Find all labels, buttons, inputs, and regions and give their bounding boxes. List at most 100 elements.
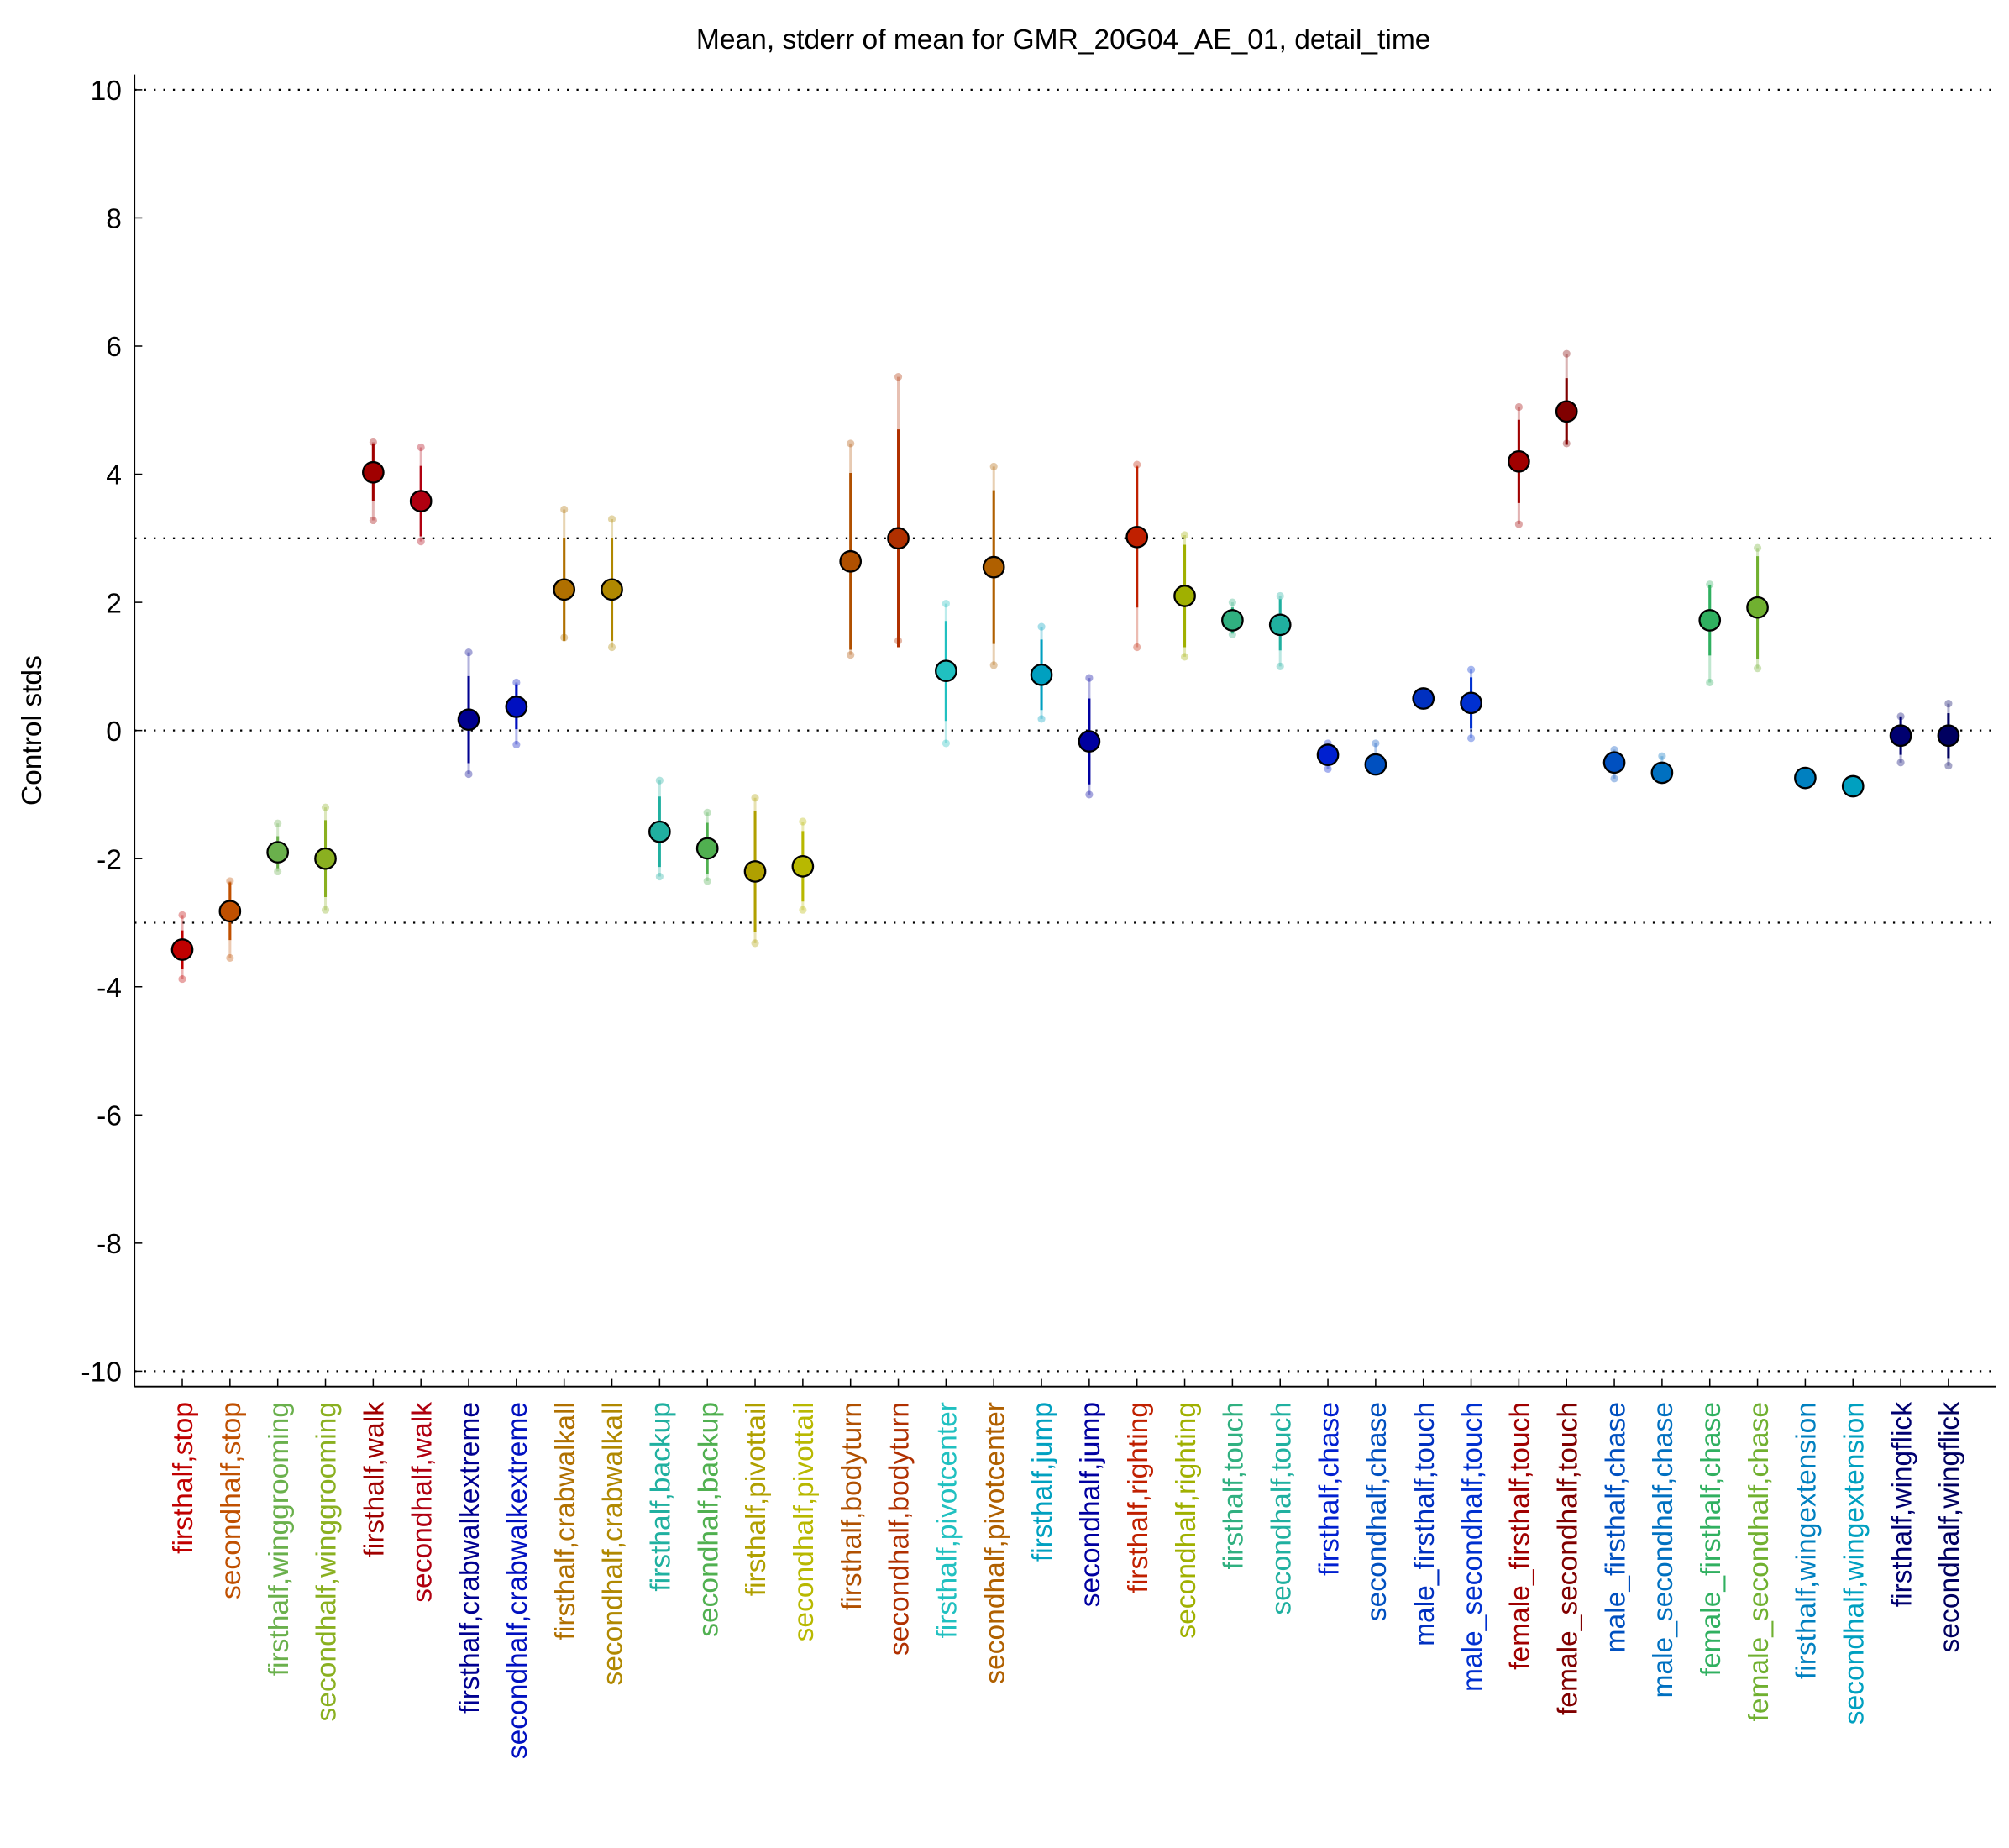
range-high bbox=[894, 373, 903, 381]
range-low bbox=[942, 739, 950, 748]
x-tick-label: secondhalf,wingextension bbox=[1839, 1402, 1870, 1725]
range-high bbox=[274, 819, 282, 827]
x-tick-label: secondhalf,bodyturn bbox=[884, 1402, 915, 1656]
range-low bbox=[1133, 643, 1141, 652]
mean-marker bbox=[935, 659, 957, 683]
range-low bbox=[751, 939, 759, 948]
mean-marker bbox=[314, 847, 337, 870]
mean-marker bbox=[1412, 687, 1435, 710]
x-tick-label: secondhalf,stop bbox=[216, 1402, 247, 1599]
mean-marker bbox=[218, 900, 242, 923]
mean-marker bbox=[601, 578, 623, 601]
x-tick-label: firsthalf,pivottail bbox=[741, 1402, 772, 1596]
x-tick-label: secondhalf,touch bbox=[1266, 1402, 1297, 1615]
x-tick-label: firsthalf,touch bbox=[1219, 1402, 1250, 1570]
mean-marker bbox=[839, 549, 863, 573]
mean-marker bbox=[1937, 724, 1960, 748]
range-low bbox=[1610, 774, 1618, 783]
mean-marker bbox=[457, 708, 480, 732]
y-tick-label: 4 bbox=[106, 460, 122, 491]
mean-marker bbox=[1268, 613, 1292, 637]
range-high bbox=[751, 794, 759, 802]
range-high bbox=[512, 678, 521, 687]
range-low bbox=[512, 740, 521, 749]
x-tick-label: female_firsthalf,chase bbox=[1696, 1402, 1727, 1676]
range-low bbox=[847, 651, 855, 659]
range-high bbox=[942, 600, 950, 608]
range-low bbox=[1037, 715, 1046, 723]
x-tick-label: secondhalf,righting bbox=[1171, 1402, 1202, 1639]
x-tick-label: male_firsthalf,touch bbox=[1409, 1402, 1440, 1646]
mean-marker bbox=[1125, 525, 1149, 549]
range-low bbox=[1324, 764, 1332, 773]
x-tick-label: secondhalf,jump bbox=[1075, 1402, 1106, 1607]
range-high bbox=[1944, 700, 1953, 708]
x-tick-label: secondhalf,winggrooming bbox=[312, 1402, 343, 1721]
x-tick-label: firsthalf,walk bbox=[359, 1402, 391, 1557]
y-tick-label: -2 bbox=[97, 844, 122, 875]
mean-marker bbox=[648, 820, 671, 843]
range-high bbox=[607, 515, 616, 523]
x-tick-label: secondhalf,crabwalkextreme bbox=[502, 1402, 533, 1759]
range-high bbox=[226, 877, 234, 885]
y-tick-label: 10 bbox=[91, 76, 122, 107]
mean-marker bbox=[409, 490, 433, 512]
mean-marker bbox=[1030, 663, 1053, 686]
mean-marker bbox=[1364, 753, 1387, 776]
y-tick-label: -10 bbox=[81, 1357, 121, 1389]
range-high bbox=[369, 438, 377, 446]
range-low bbox=[1228, 630, 1236, 638]
x-tick-label: secondhalf,wingflick bbox=[1934, 1402, 1965, 1653]
range-high bbox=[1562, 349, 1571, 358]
range-low bbox=[1276, 662, 1284, 670]
range-low bbox=[1180, 653, 1189, 661]
mean-marker bbox=[1746, 596, 1769, 619]
mean-marker bbox=[553, 578, 576, 601]
chart-title: Mean, stderr of mean for GMR_20G04_AE_01… bbox=[696, 24, 1431, 55]
y-tick-label: 6 bbox=[106, 332, 122, 363]
range-high bbox=[417, 443, 425, 452]
x-tick-label: secondhalf,walk bbox=[407, 1402, 438, 1603]
x-tick-label: firsthalf,wingextension bbox=[1791, 1402, 1823, 1679]
y-tick-label: 0 bbox=[106, 717, 122, 748]
range-low bbox=[607, 643, 616, 652]
y-tick-label: 8 bbox=[106, 204, 122, 235]
range-high bbox=[655, 776, 664, 785]
range-high bbox=[1133, 460, 1141, 469]
mean-marker bbox=[170, 938, 194, 961]
y-tick-label: -8 bbox=[97, 1229, 122, 1260]
mean-marker bbox=[887, 527, 910, 550]
range-low bbox=[655, 872, 664, 881]
range-low bbox=[1896, 759, 1905, 767]
mean-marker bbox=[362, 460, 385, 484]
x-tick-label: male_secondhalf,chase bbox=[1648, 1402, 1679, 1698]
range-high bbox=[1372, 739, 1380, 748]
y-axis-label: Control stds bbox=[17, 655, 48, 806]
range-high bbox=[1276, 591, 1284, 601]
range-high bbox=[1037, 622, 1046, 631]
range-high bbox=[1466, 665, 1476, 674]
range-high bbox=[464, 648, 473, 657]
range-low bbox=[178, 975, 186, 984]
mean-marker bbox=[1508, 449, 1530, 473]
mean-marker bbox=[791, 855, 815, 878]
x-tick-label: female_secondhalf,chase bbox=[1744, 1402, 1775, 1721]
mean-marker bbox=[1173, 585, 1196, 607]
range-high bbox=[799, 817, 807, 826]
range-high bbox=[1180, 531, 1189, 539]
mean-marker bbox=[1078, 730, 1101, 753]
mean-marker bbox=[1794, 766, 1817, 790]
range-low bbox=[464, 769, 473, 779]
mean-marker bbox=[982, 555, 1005, 579]
x-tick-label: female_secondhalf,touch bbox=[1552, 1402, 1583, 1715]
y-tick-label: -4 bbox=[97, 973, 122, 1004]
range-low bbox=[1085, 790, 1094, 799]
x-tick-label: male_firsthalf,chase bbox=[1600, 1402, 1631, 1652]
x-tick-label: secondhalf,pivotcenter bbox=[979, 1402, 1010, 1684]
range-low bbox=[321, 906, 330, 914]
mean-marker bbox=[695, 837, 719, 860]
mean-marker bbox=[1889, 724, 1912, 748]
mean-marker bbox=[1460, 691, 1482, 715]
x-tick-label: male_secondhalf,touch bbox=[1457, 1402, 1488, 1692]
mean-marker bbox=[1841, 774, 1865, 798]
